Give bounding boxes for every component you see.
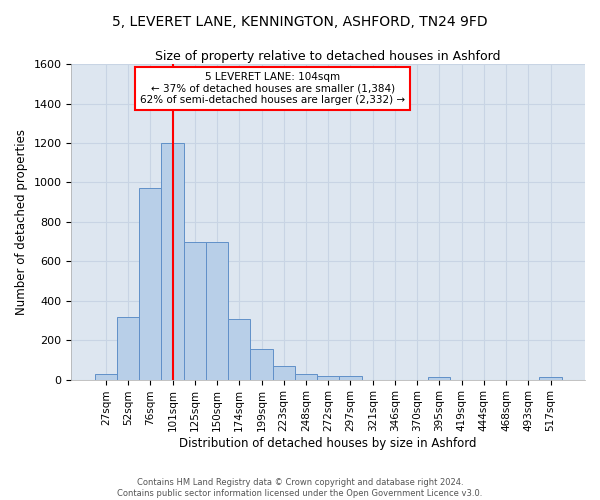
Bar [228, 320, 250, 380]
Bar [139, 188, 161, 380]
Bar [250, 349, 272, 380]
Text: Contains HM Land Registry data © Crown copyright and database right 2024.
Contai: Contains HM Land Registry data © Crown c… [118, 478, 482, 498]
Text: 5 LEVERET LANE: 104sqm
← 37% of detached houses are smaller (1,384)
62% of semi-: 5 LEVERET LANE: 104sqm ← 37% of detached… [140, 72, 405, 106]
Bar [95, 374, 117, 380]
Bar [428, 376, 451, 380]
Text: 5, LEVERET LANE, KENNINGTON, ASHFORD, TN24 9FD: 5, LEVERET LANE, KENNINGTON, ASHFORD, TN… [112, 15, 488, 29]
Bar [117, 316, 139, 380]
Bar [272, 366, 295, 380]
Bar [317, 376, 340, 380]
Bar [539, 376, 562, 380]
X-axis label: Distribution of detached houses by size in Ashford: Distribution of detached houses by size … [179, 437, 477, 450]
Bar [161, 143, 184, 380]
Y-axis label: Number of detached properties: Number of detached properties [15, 129, 28, 315]
Title: Size of property relative to detached houses in Ashford: Size of property relative to detached ho… [155, 50, 501, 63]
Bar [340, 376, 362, 380]
Bar [184, 242, 206, 380]
Bar [206, 242, 228, 380]
Bar [295, 374, 317, 380]
